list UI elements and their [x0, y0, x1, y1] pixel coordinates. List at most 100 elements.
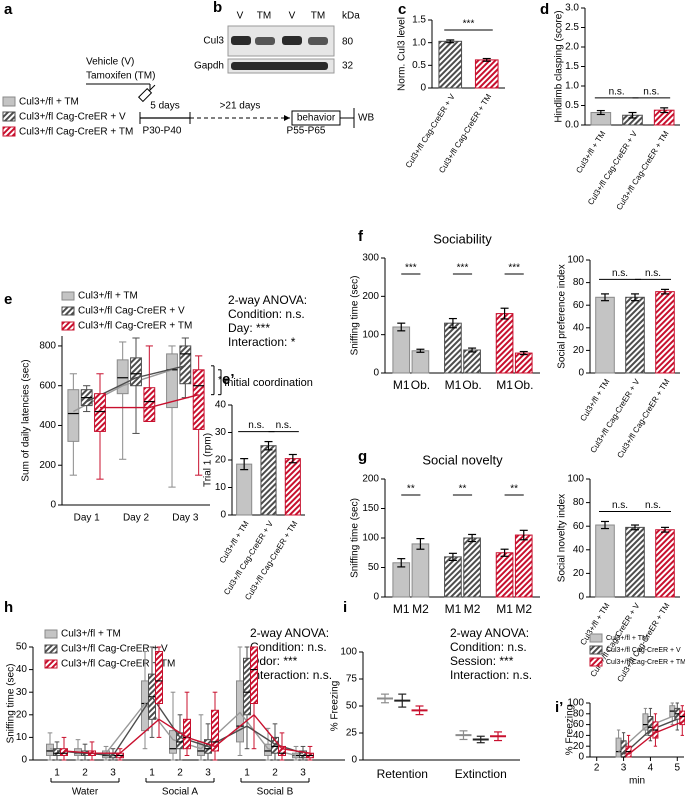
panel-label: h	[4, 599, 13, 616]
interval-label: >21 days	[220, 101, 261, 112]
legend-swatch	[2, 96, 16, 107]
significance-label: n.s.	[643, 86, 659, 97]
x-tick-label: M1	[445, 602, 462, 616]
box	[183, 718, 191, 750]
y-tick-label: 20	[573, 741, 585, 752]
y-tick-label: 0	[578, 752, 584, 763]
bar	[392, 326, 411, 374]
x-tick-label: 1	[244, 768, 250, 779]
y-tick-label: 40	[573, 544, 585, 555]
bar	[495, 552, 514, 598]
x-tick-label: 5	[675, 763, 681, 774]
x-tick-label: Extinction	[455, 767, 507, 781]
unit-label: kDa	[342, 11, 360, 22]
y-axis-label: Hindlimb clasping (score)	[554, 10, 565, 122]
protein-label: Gapdh	[194, 61, 224, 72]
significance-label: ***	[405, 263, 417, 274]
test-label: behavior	[297, 113, 336, 124]
x-tick-label: M2	[464, 602, 481, 616]
y-tick-label: 0	[351, 755, 357, 766]
x-tick-label: 1	[149, 768, 155, 779]
y-axis-label: % Freezing	[330, 681, 341, 732]
y-tick-label: 10	[215, 482, 227, 493]
y-tick-label: 80	[573, 708, 585, 719]
mean-line	[618, 715, 673, 753]
box	[615, 737, 622, 758]
significance-label: n.s.	[248, 420, 264, 431]
significance-label: ***	[508, 263, 520, 274]
x-tick-label: Day 1	[74, 513, 101, 524]
box	[179, 345, 192, 385]
band	[308, 37, 328, 45]
anova-text: 2-way ANOVA:	[250, 626, 329, 640]
bar	[236, 463, 253, 516]
y-tick-label: 20	[215, 455, 227, 466]
x-tick-label: 3	[621, 763, 627, 774]
lane-label: TM	[311, 11, 325, 22]
y-tick-label: 100	[362, 329, 379, 340]
bar	[625, 296, 645, 374]
legend-swatch	[61, 306, 75, 316]
box	[192, 369, 205, 430]
y-axis-label: Sum of daily latencies (sec)	[21, 359, 32, 481]
x-tick-label: Day 2	[123, 513, 150, 524]
legend-swatch	[44, 644, 58, 654]
mean-line	[623, 718, 678, 755]
bar	[444, 322, 462, 374]
box	[116, 359, 129, 395]
significance-label: **	[510, 484, 518, 495]
western-blot: V TM V TM kDa Cul3 80 Gapdh 32	[194, 11, 360, 74]
chart-title: Initial coordination	[224, 377, 313, 389]
bar	[514, 352, 533, 374]
band	[282, 36, 302, 45]
y-tick-label: 100	[567, 474, 584, 485]
x-tick-label: Retention	[377, 767, 428, 781]
panel-label: g	[358, 448, 367, 465]
legend-label: Cul3+/fl Cag-CreER + TM	[61, 659, 175, 670]
endpoint-label: WB	[358, 113, 374, 124]
y-tick-label: 50	[368, 562, 380, 573]
bar	[411, 350, 430, 374]
legend-label: Cul3+/fl + TM	[606, 635, 648, 642]
y-tick-label: 2.5	[565, 22, 579, 33]
y-axis-label: Social preference index	[557, 264, 568, 369]
y-tick-label: 1.0	[565, 81, 579, 92]
y-tick-label: 0.0	[565, 120, 579, 131]
x-tick-label: M2	[412, 602, 429, 616]
box	[155, 651, 163, 705]
legend-swatch	[2, 126, 16, 137]
significance-label: n.s.	[276, 420, 292, 431]
panel-label: e	[4, 291, 12, 308]
x-tick-label: 2	[272, 768, 278, 779]
y-tick-label: 0	[220, 510, 226, 521]
anova-text: Condition: n.s.	[228, 307, 305, 321]
x-tick-label: 2	[594, 763, 600, 774]
x-tick-label: Ob.	[514, 378, 533, 392]
y-tick-label: 0.5	[565, 100, 579, 111]
legend-label: Cul3+/fl Cag-CreER + TM	[19, 127, 133, 138]
y-tick-label: 40	[573, 322, 585, 333]
y-tick-label: 200	[362, 474, 379, 485]
box	[236, 680, 244, 743]
x-tick-label: 3	[205, 768, 211, 779]
marker-label: 80	[342, 37, 354, 48]
arrowhead	[284, 115, 290, 121]
anova-text: Odor: ***	[250, 654, 298, 668]
box	[169, 730, 177, 754]
x-tick-label: 3	[110, 768, 116, 779]
significance-label: n.s.	[612, 268, 628, 279]
significance-label: n.s.	[645, 268, 661, 279]
lane-label: V	[289, 11, 296, 22]
anova-text: Day: ***	[228, 321, 270, 335]
y-tick-label: 20	[16, 709, 28, 720]
x-tick-label: 3	[300, 768, 306, 779]
lane-label: TM	[257, 11, 271, 22]
significance-label: *	[225, 377, 229, 388]
x-tick-label: M2	[515, 602, 532, 616]
y-tick-label: 30	[16, 687, 28, 698]
box	[620, 740, 627, 758]
significance-label: n.s.	[612, 500, 628, 511]
legend-label: Cul3+/fl Cag-CreER + V	[19, 112, 126, 123]
anova-text: Condition: n.s.	[450, 640, 527, 654]
x-tick-label: M1	[496, 602, 513, 616]
